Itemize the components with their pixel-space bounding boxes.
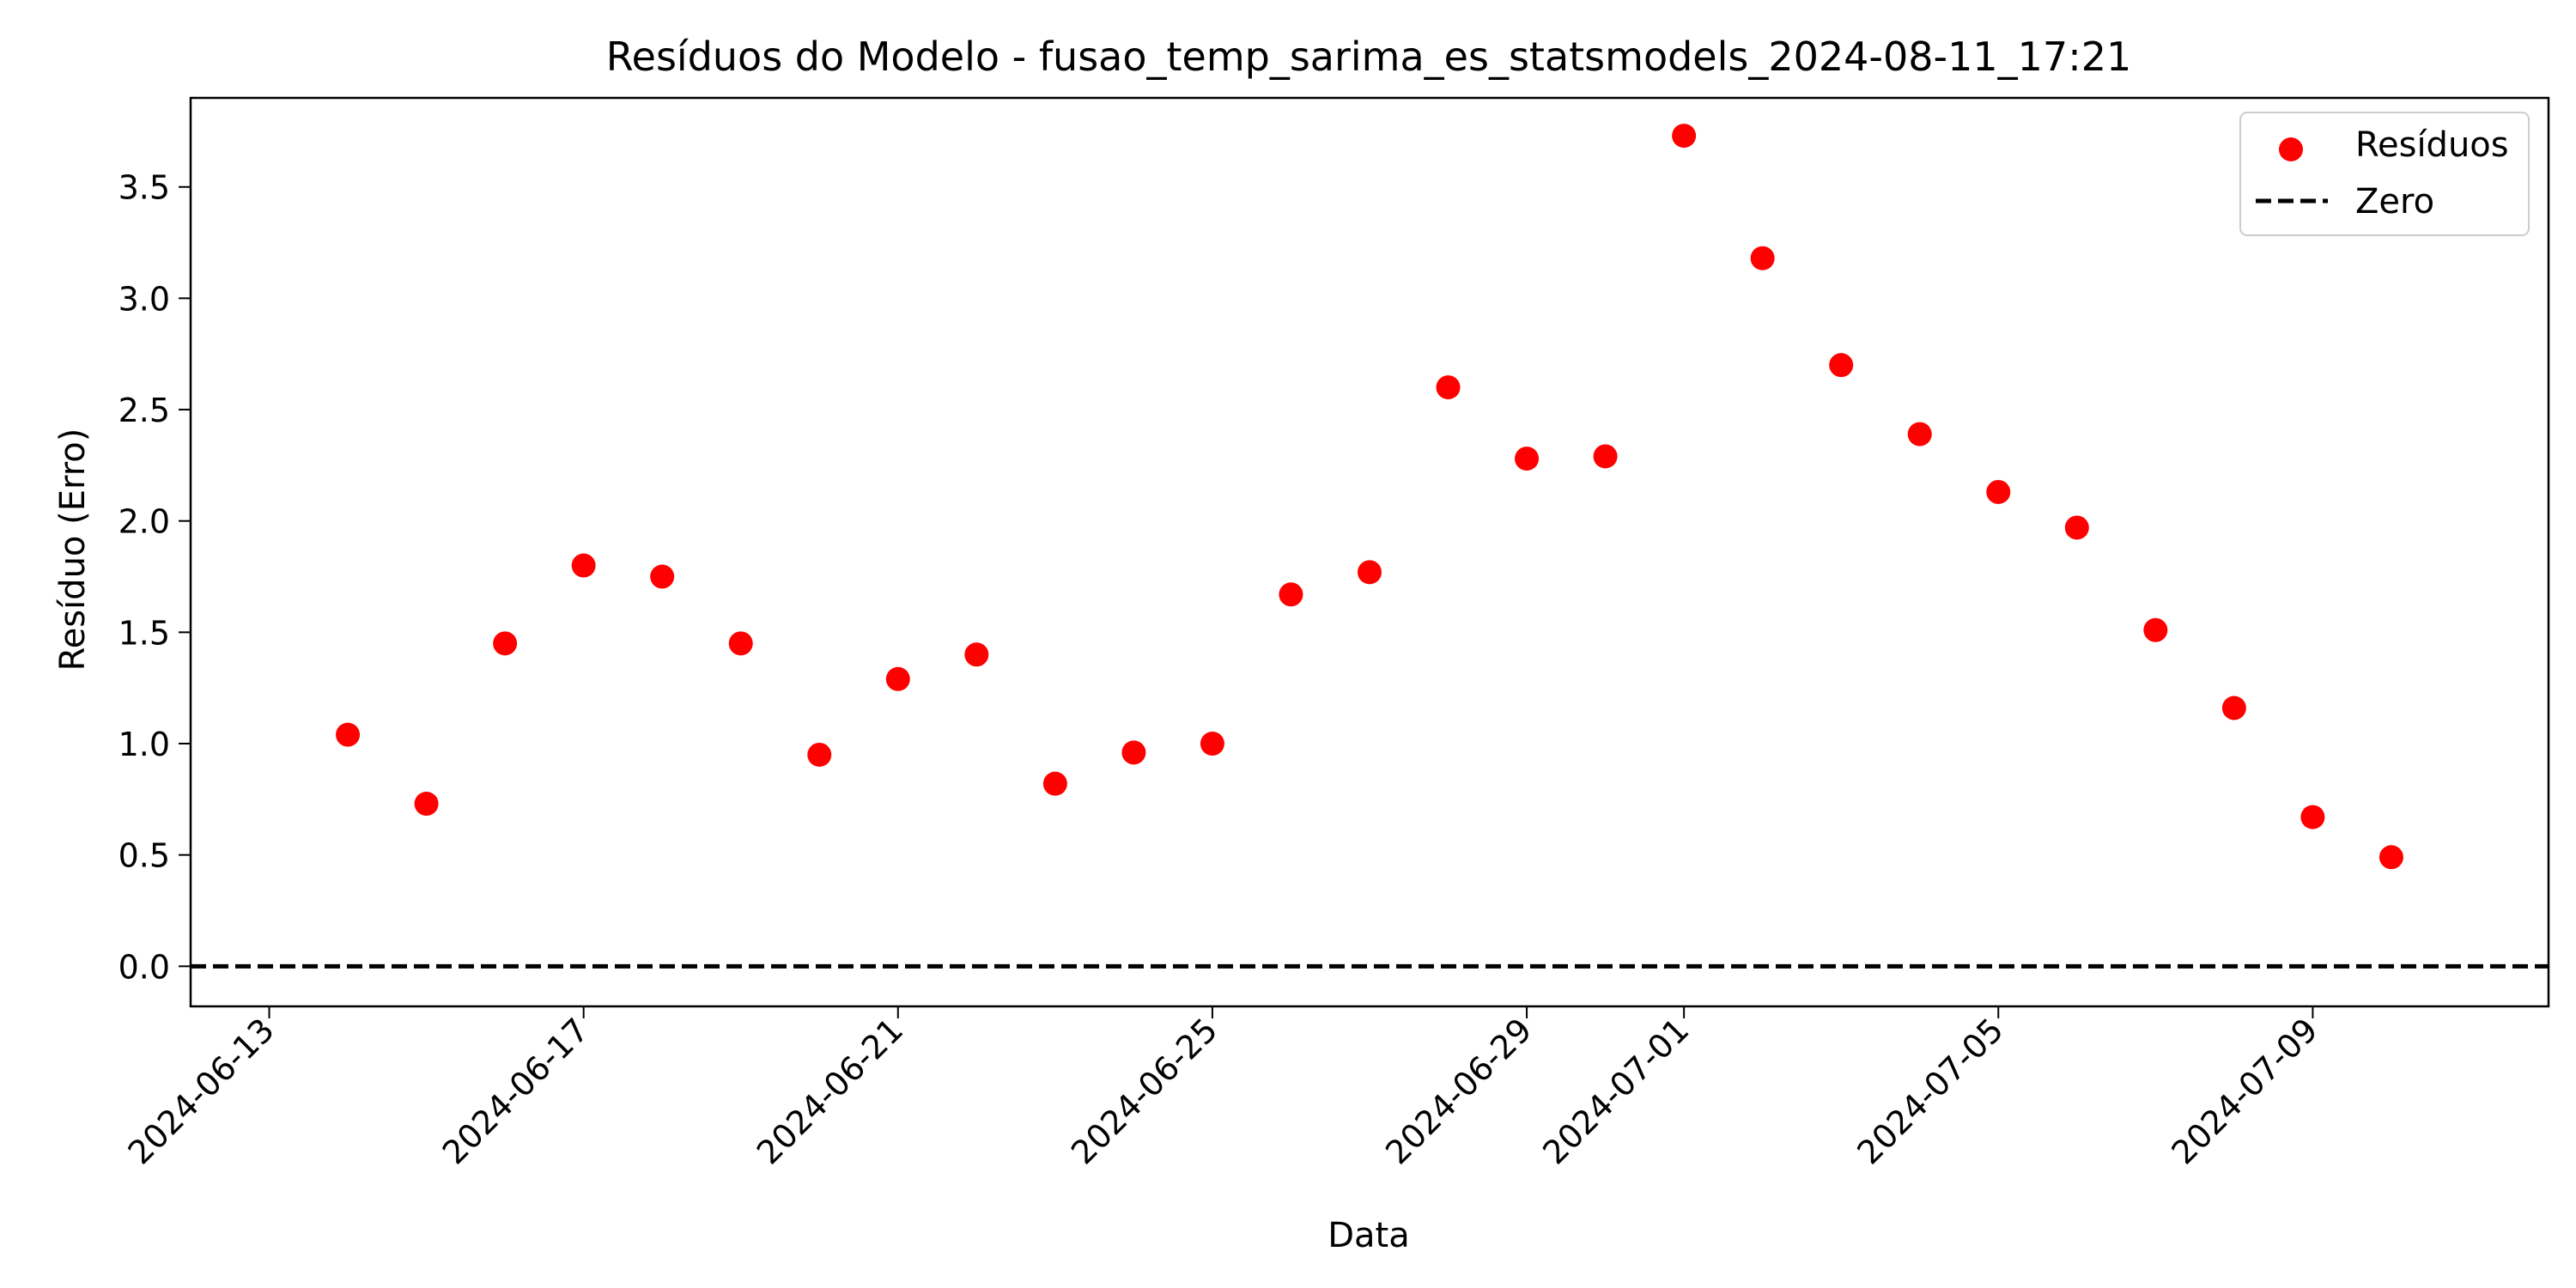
- data-point: [650, 564, 675, 589]
- y-tick-label: 2.0: [118, 503, 170, 541]
- y-tick-label: 1.5: [118, 614, 170, 652]
- y-tick-label: 1.0: [118, 726, 170, 763]
- data-point: [1672, 124, 1697, 149]
- data-point: [885, 666, 910, 691]
- legend-frame: [2239, 112, 2530, 236]
- data-point: [964, 642, 989, 667]
- data-point: [1829, 353, 1854, 378]
- data-point: [2379, 845, 2403, 870]
- data-point: [2143, 617, 2168, 642]
- data-point: [414, 792, 439, 817]
- data-point: [1436, 375, 1461, 400]
- y-tick-label: 0.0: [118, 948, 170, 986]
- y-tick-label: 0.5: [118, 837, 170, 875]
- data-point: [1750, 246, 1775, 270]
- data-point: [336, 722, 361, 747]
- x-axis-label: Data: [1327, 1216, 1410, 1255]
- legend-label-zero: Zero: [2355, 182, 2434, 222]
- data-point: [1358, 560, 1382, 585]
- y-tick-label: 3.5: [118, 169, 170, 207]
- data-point: [1200, 732, 1224, 756]
- data-point: [571, 553, 596, 578]
- data-point: [1121, 740, 1146, 765]
- data-point: [807, 742, 832, 767]
- data-point: [1593, 444, 1618, 469]
- data-point: [2300, 805, 2325, 829]
- data-point: [728, 631, 753, 656]
- y-tick-label: 2.5: [118, 392, 170, 429]
- legend-label-residuos: Resíduos: [2355, 125, 2509, 165]
- data-point: [1515, 447, 1540, 471]
- axes-frame: [189, 96, 2550, 1008]
- data-point: [1042, 771, 1067, 796]
- data-point: [1279, 582, 1303, 607]
- data-point: [2221, 696, 2246, 720]
- y-tick-label: 3.0: [118, 280, 170, 318]
- legend: Resíduos Zero: [2239, 112, 2530, 236]
- data-point: [493, 631, 518, 656]
- legend-marker-residuos: [2279, 137, 2303, 161]
- y-axis-label: Resíduo (Erro): [53, 428, 93, 671]
- data-point: [2064, 515, 2089, 540]
- data-point: [1907, 422, 1932, 447]
- data-point: [1986, 479, 2011, 504]
- chart-title: Resíduos do Modelo - fusao_temp_sarima_e…: [606, 33, 2131, 80]
